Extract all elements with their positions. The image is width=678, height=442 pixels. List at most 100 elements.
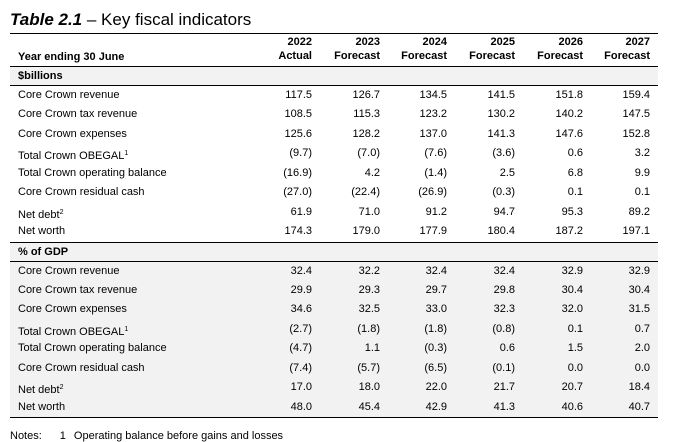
- cell-value: 0.1: [634, 186, 650, 199]
- cell-value: 137.0: [419, 127, 447, 140]
- cell-value: 29.8: [493, 283, 515, 296]
- cell-value: (1.8): [357, 322, 380, 335]
- header-type: Forecast: [401, 50, 447, 62]
- cell-value: 3.2: [634, 147, 650, 160]
- cell-value: 95.3: [561, 205, 583, 218]
- cell-value: 6.8: [567, 166, 583, 179]
- cell-value: 33.0: [425, 303, 447, 316]
- header-type: Forecast: [537, 50, 583, 62]
- cell-value: 0.6: [567, 147, 583, 160]
- cell-value: (7.0): [357, 147, 380, 160]
- row-label: Net debt2: [18, 378, 64, 400]
- table-row: Total Crown OBEGAL1 (9.7) (7.0) (7.6) (3.6) 0…: [10, 144, 658, 163]
- cell-value: 32.4: [425, 264, 447, 277]
- cell-value: (7.4): [289, 361, 312, 374]
- cell-value: (26.9): [418, 186, 447, 199]
- cell-value: (0.1): [492, 361, 515, 374]
- note-key: 1: [59, 430, 66, 442]
- section-billions: $billions Core Crown revenue 117.5 126.7 134…: [10, 67, 658, 242]
- row-label-text: Net worth: [18, 400, 66, 413]
- cell-value: (6.5): [424, 361, 447, 374]
- header-year: 2022: [287, 36, 312, 48]
- table-row: Core Crown tax revenue 108.5 115.3 123.2 130…: [10, 105, 658, 124]
- table-row: Net debt2 17.0 18.0 22.0 21.7 20.7 18.4: [10, 378, 658, 397]
- header-col-2025: 2025 Forecast: [445, 35, 515, 63]
- row-label-text: Net worth: [18, 225, 66, 238]
- cell-value: 179.0: [352, 225, 380, 238]
- cell-value: 151.8: [555, 89, 583, 101]
- cell-value: 32.0: [561, 303, 583, 316]
- cell-value: 18.0: [358, 381, 380, 394]
- cell-value: 32.4: [493, 264, 515, 277]
- table-row: Core Crown revenue 117.5 126.7 134.5 141.5 15…: [10, 86, 658, 105]
- header-type: Forecast: [469, 50, 515, 62]
- cell-value: 48.0: [290, 400, 312, 413]
- header-type: Actual: [278, 50, 312, 62]
- header-row-label: Year ending 30 June: [18, 51, 125, 63]
- row-label-text: Core Crown revenue: [18, 264, 120, 277]
- row-label-text: Total Crown OBEGAL: [18, 325, 125, 338]
- row-label: Total Crown OBEGAL1: [18, 144, 128, 166]
- cell-value: 180.4: [487, 225, 515, 238]
- cell-value: 29.3: [358, 283, 380, 296]
- row-label-text: Core Crown revenue: [18, 89, 120, 101]
- header-col-2022: 2022 Actual: [242, 35, 312, 63]
- header-col-2024: 2024 Forecast: [377, 35, 447, 63]
- cell-value: (1.4): [424, 166, 447, 179]
- row-label-text: Net debt: [18, 208, 60, 221]
- cell-value: 126.7: [352, 89, 380, 101]
- cell-value: 29.7: [425, 283, 447, 296]
- footnote-marker: 1: [124, 150, 129, 158]
- cell-value: 0.1: [567, 322, 583, 335]
- cell-value: 140.2: [555, 108, 583, 121]
- header-type: Forecast: [604, 50, 650, 62]
- cell-value: 32.9: [561, 264, 583, 277]
- cell-value: 2.0: [634, 342, 650, 355]
- table-row: Core Crown expenses 125.6 128.2 137.0 141.3 1…: [10, 125, 658, 144]
- cell-value: (27.0): [283, 186, 312, 199]
- cell-value: 152.8: [622, 127, 650, 140]
- cell-value: 21.7: [493, 381, 515, 394]
- row-label-text: Core Crown residual cash: [18, 186, 145, 199]
- cell-value: 0.0: [567, 361, 583, 374]
- note-text: Operating balance before gains and losse…: [73, 430, 284, 442]
- footnote-marker: 2: [59, 208, 64, 216]
- cell-value: 187.2: [555, 225, 583, 238]
- footnote-marker: 1: [124, 325, 129, 333]
- row-label-text: Core Crown expenses: [18, 127, 127, 140]
- cell-value: 32.2: [358, 264, 380, 277]
- fiscal-indicators-table: Year ending 30 June 2022 Actual 2023 Foreca…: [10, 33, 658, 418]
- section-label: % of GDP: [10, 242, 658, 262]
- cell-value: 42.9: [425, 400, 447, 413]
- title-text: Key fiscal indicators: [101, 10, 252, 29]
- cell-value: 147.6: [555, 127, 583, 140]
- cell-value: 32.4: [290, 264, 312, 277]
- cell-value: (0.3): [424, 342, 447, 355]
- cell-value: 71.0: [358, 205, 380, 218]
- cell-value: (2.7): [289, 322, 312, 335]
- cell-value: 125.6: [284, 127, 312, 140]
- cell-value: 117.5: [285, 89, 312, 101]
- cell-value: (7.6): [424, 147, 447, 160]
- header-year: 2025: [490, 36, 515, 48]
- cell-value: 20.7: [561, 381, 583, 394]
- row-label-text: Core Crown expenses: [18, 303, 127, 316]
- cell-value: (9.7): [289, 147, 312, 160]
- table-row: Core Crown revenue 32.4 32.2 32.4 32.4 32.9 32…: [10, 262, 658, 281]
- row-label: Core Crown revenue: [18, 262, 120, 281]
- cell-value: (22.4): [351, 186, 380, 199]
- cell-value: 0.1: [567, 186, 583, 199]
- cell-value: 30.4: [628, 283, 650, 296]
- table-row: Net worth 48.0 45.4 42.9 41.3 40.6 40.7: [10, 398, 658, 417]
- cell-value: 159.4: [622, 89, 650, 101]
- table-row: Net debt2 61.9 71.0 91.2 94.7 95.3 89.2: [10, 203, 658, 222]
- cell-value: 141.5: [487, 89, 515, 101]
- cell-value: 94.7: [493, 205, 515, 218]
- header-year: 2024: [422, 36, 447, 48]
- cell-value: 0.6: [499, 342, 515, 355]
- table-row: Core Crown residual cash (7.4) (5.7) (6.5) (…: [10, 359, 658, 378]
- cell-value: (0.3): [492, 186, 515, 199]
- cell-value: 91.2: [425, 205, 447, 218]
- section-label: $billions: [10, 67, 658, 86]
- row-label-text: Core Crown residual cash: [18, 361, 145, 374]
